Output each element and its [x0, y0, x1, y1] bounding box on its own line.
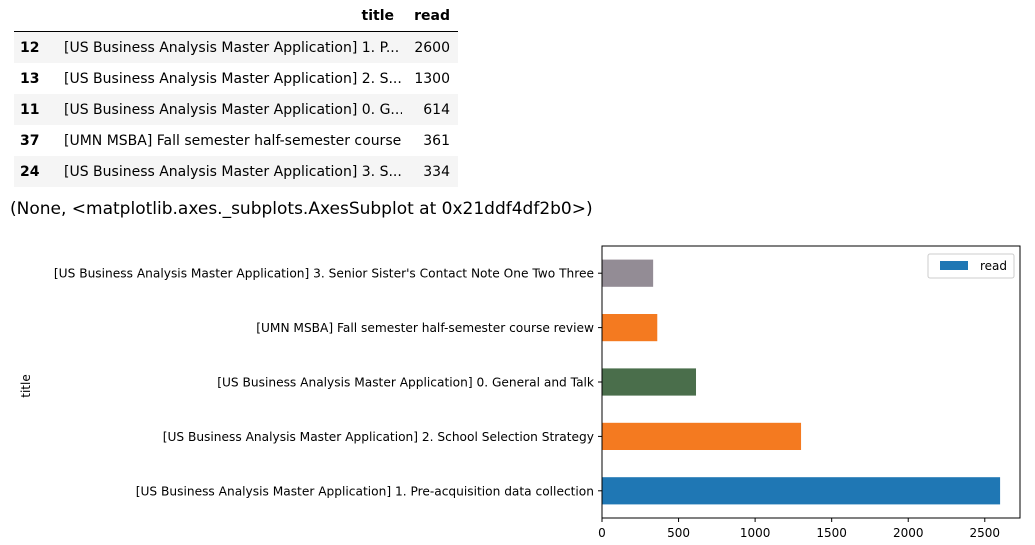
y-tick-label: [US Business Analysis Master Application…: [54, 267, 594, 281]
dataframe-table: title read 12 [US Business Analysis Mast…: [14, 0, 458, 187]
y-axis-label: title: [19, 374, 33, 397]
bar: [602, 422, 802, 450]
plot-frame: [601, 245, 1021, 519]
legend-box: [927, 253, 1015, 279]
cell-read: 2600: [414, 39, 450, 56]
legend-label: read: [980, 259, 1007, 273]
table-row: 24 [US Business Analysis Master Applicat…: [14, 156, 458, 187]
bar: [602, 259, 654, 287]
y-tick-label: [US Business Analysis Master Application…: [163, 430, 594, 444]
row-index: 24: [20, 163, 40, 180]
row-index: 12: [20, 39, 40, 56]
column-header-read: read: [402, 0, 458, 32]
table-row: 37 [UMN MSBA] Fall semester half-semeste…: [14, 125, 458, 156]
cell-output-text: (None, <matplotlib.axes._subplots.AxesSu…: [10, 199, 593, 219]
cell-title: [US Business Analysis Master Application…: [64, 70, 402, 87]
cell-title: [US Business Analysis Master Application…: [64, 163, 402, 180]
table-row: 13 [US Business Analysis Master Applicat…: [14, 63, 458, 94]
cell-title: [UMN MSBA] Fall semester half-semester c…: [64, 132, 402, 149]
cell-title: [US Business Analysis Master Application…: [64, 39, 400, 56]
bar: [602, 368, 697, 396]
x-tick-label: 1500: [816, 526, 847, 540]
row-index: 37: [20, 132, 40, 149]
cell-read: 361: [423, 132, 450, 149]
y-tick-label: [US Business Analysis Master Application…: [136, 484, 594, 498]
table-header-row: title read: [14, 0, 458, 32]
cell-read: 1300: [414, 70, 450, 87]
cell-title: [US Business Analysis Master Application…: [64, 101, 402, 118]
table-row: 12 [US Business Analysis Master Applicat…: [14, 31, 458, 63]
column-header-title: title: [56, 0, 402, 32]
table-row: 11 [US Business Analysis Master Applicat…: [14, 94, 458, 125]
y-tick-label: [US Business Analysis Master Application…: [217, 376, 595, 390]
cell-read: 334: [423, 163, 450, 180]
x-tick-label: 1000: [740, 526, 771, 540]
bar: [602, 314, 658, 342]
legend-swatch: [940, 261, 968, 270]
x-tick-label: 2000: [893, 526, 924, 540]
bar: [602, 477, 1001, 505]
row-index: 13: [20, 70, 40, 87]
row-index: 11: [20, 101, 40, 118]
x-tick-label: 2500: [970, 526, 1001, 540]
index-header: [14, 0, 56, 32]
y-tick-label: [UMN MSBA] Fall semester half-semester c…: [256, 321, 594, 335]
x-tick-label: 0: [598, 526, 606, 540]
cell-read: 614: [423, 101, 450, 118]
x-tick-label: 500: [667, 526, 690, 540]
